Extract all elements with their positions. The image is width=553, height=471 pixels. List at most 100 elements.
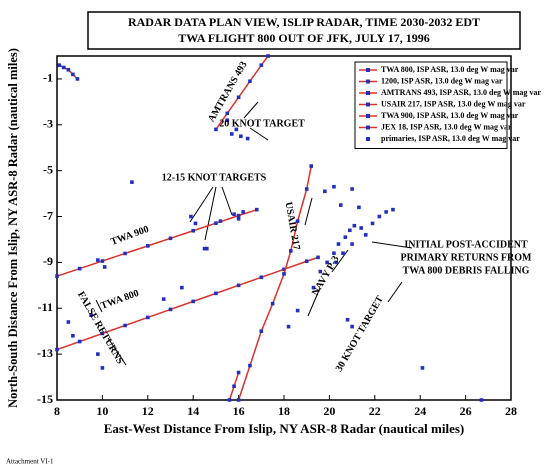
data-point: [304, 187, 309, 191]
data-point: [218, 219, 223, 223]
data-point: [62, 65, 66, 70]
data-point: [180, 285, 184, 290]
legend-label: TWA 900, ISP ASR, 13.0 deg W mag var: [381, 111, 519, 120]
data-point: [286, 324, 291, 329]
data-point: [241, 210, 245, 214]
data-point: [75, 77, 80, 81]
data-point: [77, 266, 82, 271]
data-point: [225, 111, 230, 116]
legend-marker: [366, 91, 370, 95]
data-point: [248, 363, 252, 368]
data-point: [100, 259, 105, 263]
data-point: [336, 242, 341, 246]
data-point: [348, 228, 352, 233]
data-point: [229, 132, 234, 136]
data-point: [345, 317, 350, 322]
data-point: [282, 272, 286, 276]
annotation: INITIAL POST-ACCIDENT: [404, 239, 528, 250]
series-line: [58, 64, 78, 80]
data-point: [266, 54, 270, 58]
data-point: [391, 207, 395, 212]
series-line: [56, 208, 257, 277]
data-point: [96, 258, 100, 262]
x-tick-label: 18: [278, 404, 290, 418]
x-tick-label: 24: [414, 404, 426, 418]
data-point: [57, 63, 62, 67]
y-tick-label: -11: [38, 300, 53, 314]
data-point: [289, 249, 293, 253]
x-tick-label: 26: [460, 404, 472, 418]
annotation: TWA 800 DEBRIS FALLING: [403, 265, 530, 276]
annotation: USAIR 217: [283, 201, 302, 251]
legend-marker: [366, 114, 370, 118]
data-point: [254, 207, 259, 212]
data-point: [384, 210, 388, 214]
data-point: [309, 164, 314, 168]
data-point: [259, 329, 264, 333]
data-point: [123, 251, 127, 256]
annotation: 12-15 KNOT TARGETS: [162, 172, 267, 183]
annotation: TWA 800: [99, 288, 140, 312]
data-point: [102, 265, 107, 269]
x-tick-label: 8: [54, 404, 60, 418]
data-point: [316, 255, 320, 260]
data-point: [214, 291, 218, 296]
data-point: [363, 233, 368, 237]
y-tick-label: -1: [43, 71, 53, 85]
data-point: [227, 398, 232, 402]
annotation: 30 KNOT TARGET: [334, 294, 386, 374]
y-axis-label: North-South Distance From Islip, NY ASR-…: [6, 48, 20, 408]
chart-title: RADAR DATA PLAN VIEW, ISLIP RADAR, TIME …: [128, 15, 480, 29]
data-point: [71, 333, 75, 338]
data-point: [479, 398, 484, 402]
data-point: [259, 275, 264, 280]
y-tick-label: -13: [37, 346, 53, 360]
data-point: [232, 212, 236, 217]
y-tick-label: -3: [43, 117, 53, 131]
data-point: [343, 235, 348, 239]
arrows: [95, 101, 413, 366]
data-point: [189, 214, 193, 219]
data-point: [357, 205, 361, 210]
title-box: [87, 11, 521, 50]
data-point: [96, 352, 100, 356]
data-point: [168, 236, 173, 241]
legend-marker: [366, 137, 370, 141]
y-tick-label: -7: [43, 208, 53, 222]
annotation: 20 KNOT TARGET: [219, 118, 305, 129]
data-point: [350, 242, 354, 246]
data-point: [370, 221, 375, 226]
data-point: [232, 384, 236, 389]
data-point: [236, 370, 241, 375]
legend-label: TWA 800, ISP ASR, 13.0 deg W mag var: [381, 65, 519, 74]
annotation: PRIMARY RETURNS FROM: [401, 252, 532, 263]
data-point: [214, 221, 218, 225]
legend-label: USAIR 217, ISP ASR, 13.0 deg W mag var: [381, 99, 526, 108]
data-point: [214, 127, 218, 132]
data-point: [100, 366, 105, 370]
data-point: [295, 219, 300, 223]
data-point: [239, 134, 243, 139]
y-tick-label: -15: [37, 392, 53, 406]
data-point: [191, 228, 195, 233]
data-point: [350, 324, 354, 329]
data-point: [325, 260, 329, 265]
data-point: [295, 308, 300, 313]
data-point: [318, 269, 323, 274]
data-point: [130, 180, 134, 184]
data-point: [359, 226, 363, 230]
legend-box: [354, 61, 508, 149]
data-point: [77, 339, 82, 344]
footer: Attachment VI-1: [6, 458, 54, 466]
chart-subtitle: TWA FLIGHT 800 OUT OF JFK, JULY 17, 1996: [178, 31, 430, 45]
y-tick-label: -5: [43, 162, 53, 176]
data-point: [236, 398, 241, 402]
data-point: [55, 347, 59, 352]
data-point: [420, 366, 425, 370]
data-point: [193, 221, 198, 226]
legend-marker: [366, 79, 370, 84]
data-point: [334, 260, 339, 265]
data-point: [236, 95, 241, 100]
data-point: [66, 67, 71, 72]
